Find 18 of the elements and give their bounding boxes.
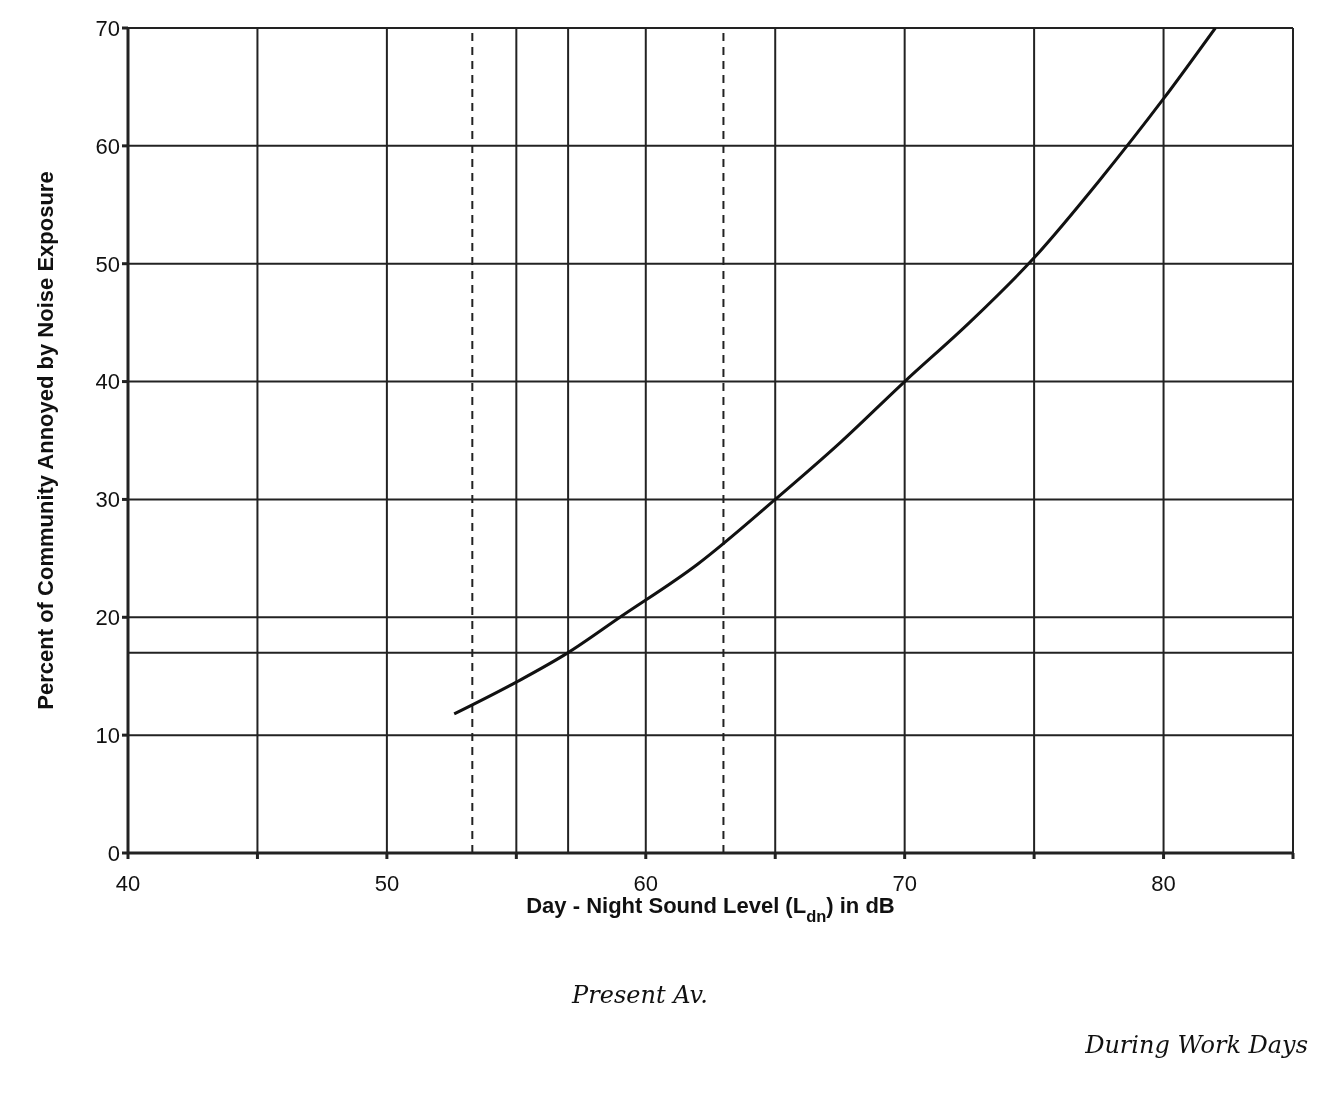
text: During Work Days bbox=[1084, 1031, 1308, 1059]
y-tick-label: 70 bbox=[95, 15, 120, 41]
x-axis-title: Day - Night Sound Level (L$_{dn}$) in dB bbox=[526, 893, 895, 925]
x-tick-label: 80 bbox=[1151, 870, 1176, 896]
y-tick-label: 10 bbox=[95, 722, 120, 748]
y-tick-label: 60 bbox=[95, 133, 120, 159]
y-axis-title: Percent of Community Annoyed by Noise Exposure bbox=[33, 171, 58, 710]
ref-line-label: Present Av. bbox=[571, 981, 708, 1009]
y-tick-label: 50 bbox=[95, 251, 120, 277]
x-tick-label: 60 bbox=[633, 870, 659, 896]
y-tick-label: 0 bbox=[107, 840, 120, 866]
y-tick-label: 20 bbox=[95, 605, 120, 631]
line-series bbox=[452, 28, 1217, 716]
y-tick-label: 40 bbox=[95, 369, 120, 395]
y-tick-label: 30 bbox=[95, 487, 120, 513]
x-tick-label: 70 bbox=[892, 870, 917, 896]
x-tick-label: 40 bbox=[115, 870, 141, 896]
x-tick-label: 50 bbox=[374, 870, 400, 896]
